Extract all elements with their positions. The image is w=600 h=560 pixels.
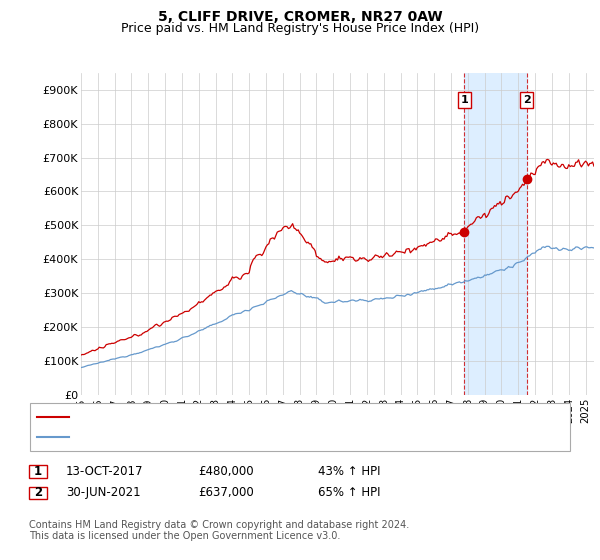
- Text: 43% ↑ HPI: 43% ↑ HPI: [318, 465, 380, 478]
- Text: 2: 2: [523, 95, 530, 105]
- Text: £480,000: £480,000: [198, 465, 254, 478]
- Text: Contains HM Land Registry data © Crown copyright and database right 2024.
This d: Contains HM Land Registry data © Crown c…: [29, 520, 409, 542]
- Text: 5, CLIFF DRIVE, CROMER, NR27 0AW: 5, CLIFF DRIVE, CROMER, NR27 0AW: [158, 10, 442, 24]
- Bar: [464, 73, 527, 395]
- Text: 13-OCT-2017: 13-OCT-2017: [66, 465, 143, 478]
- Text: 5, CLIFF DRIVE, CROMER, NR27 0AW (detached house): 5, CLIFF DRIVE, CROMER, NR27 0AW (detach…: [75, 410, 397, 423]
- Text: HPI: Average price, detached house, North Norfolk: HPI: Average price, detached house, Nort…: [75, 431, 373, 444]
- Text: 30-JUN-2021: 30-JUN-2021: [66, 486, 140, 500]
- Text: 1: 1: [34, 465, 42, 478]
- Text: 1: 1: [460, 95, 468, 105]
- Text: £637,000: £637,000: [198, 486, 254, 500]
- Text: Price paid vs. HM Land Registry's House Price Index (HPI): Price paid vs. HM Land Registry's House …: [121, 22, 479, 35]
- Text: 65% ↑ HPI: 65% ↑ HPI: [318, 486, 380, 500]
- Text: 2: 2: [34, 486, 42, 500]
